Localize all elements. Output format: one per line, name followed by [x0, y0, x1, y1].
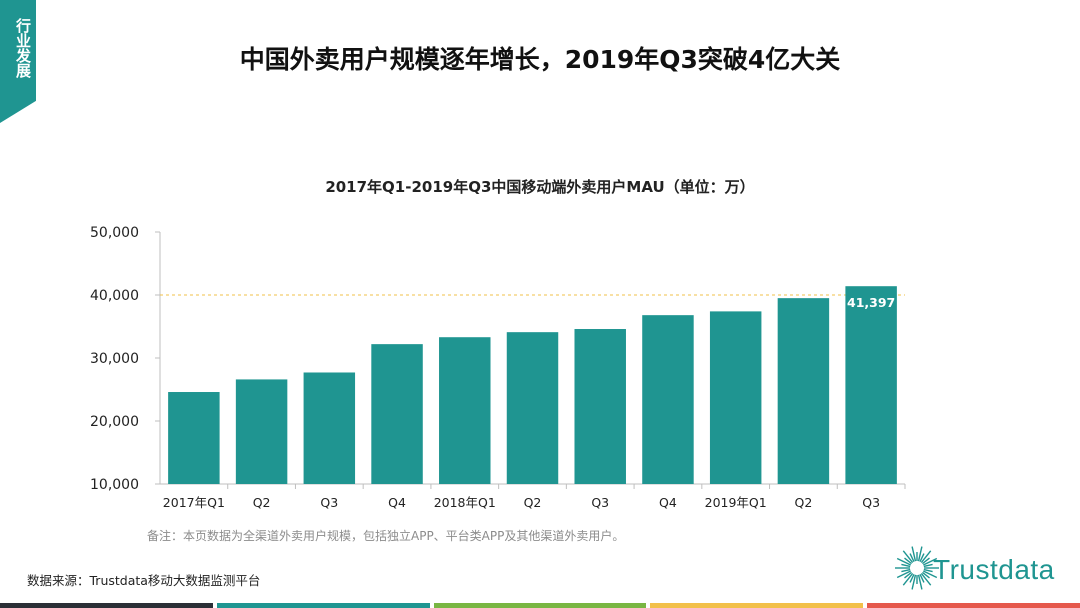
x-tick-label: 2019年Q1 — [705, 495, 767, 510]
chart-note: 备注：本页数据为全渠道外卖用户规模，包括独立APP、平台类APP及其他渠道外卖用… — [147, 529, 625, 543]
trustdata-logo: Trustdata — [893, 538, 1073, 594]
sunburst-ray — [904, 571, 912, 579]
sunburst-ray — [923, 557, 938, 566]
sunburst-ray — [923, 568, 933, 573]
bar — [439, 337, 491, 484]
bar — [709, 311, 762, 484]
sunburst-ray — [896, 557, 911, 566]
page-title: 中国外卖用户规模逐年增长，2019年Q3突破4亿大关 — [239, 45, 841, 74]
sunburst-ray — [917, 574, 923, 590]
sunburst-ray — [904, 557, 912, 565]
sunburst-ray — [901, 563, 911, 568]
bar — [574, 329, 626, 484]
bar — [642, 315, 694, 484]
y-tick-label: 40,000 — [90, 288, 139, 304]
bar — [777, 298, 830, 484]
y-tick-label: 50,000 — [90, 225, 139, 241]
bar — [506, 332, 559, 484]
x-tick-label: Q4 — [388, 495, 406, 510]
sunburst-ray — [922, 557, 930, 565]
x-tick-label: 2017年Q1 — [163, 495, 225, 510]
x-tick-label: Q4 — [659, 495, 677, 510]
sunburst-ray — [911, 546, 917, 562]
sunburst-ray — [920, 550, 932, 563]
bar — [235, 379, 288, 484]
bar — [371, 344, 423, 484]
sunburst-ray — [902, 573, 914, 586]
sunburst-ray — [911, 574, 917, 590]
footer-color-segment — [867, 603, 1080, 608]
x-tick-label: Q2 — [253, 495, 271, 510]
sunburst-ray — [922, 571, 930, 579]
sunburst-ray — [902, 550, 914, 563]
x-tick-label: Q2 — [795, 495, 813, 510]
sunburst-ray — [923, 570, 938, 579]
sunburst-ray — [896, 570, 911, 579]
x-tick-label: Q3 — [591, 495, 609, 510]
y-tick-label: 10,000 — [90, 477, 139, 493]
chart-title: 2017年Q1-2019年Q3中国移动端外卖用户MAU（单位：万） — [325, 178, 755, 196]
section-tab: 行业发展 — [0, 0, 36, 123]
bar — [303, 372, 356, 484]
x-tick-label: Q3 — [320, 495, 338, 510]
x-tick-label: 2018年Q1 — [434, 495, 496, 510]
y-tick-label: 30,000 — [90, 351, 139, 367]
footer-color-bar — [0, 603, 1080, 608]
bar — [168, 392, 220, 484]
sunburst-ray — [917, 546, 923, 562]
sunburst-ray — [909, 553, 915, 562]
data-source: 数据来源：Trustdata移动大数据监测平台 — [27, 573, 261, 588]
sunburst-ray — [919, 553, 925, 562]
footer-color-segment — [650, 603, 864, 608]
sunburst-ray — [923, 563, 933, 568]
x-tick-label: Q3 — [862, 495, 880, 510]
bar — [845, 286, 897, 484]
sunburst-ray — [909, 574, 915, 583]
x-tick-label: Q2 — [524, 495, 542, 510]
sunburst-ray — [919, 574, 925, 583]
sunburst-icon — [895, 546, 939, 590]
y-tick-label: 20,000 — [90, 414, 139, 430]
footer-color-segment — [0, 603, 213, 608]
sunburst-ray — [920, 573, 932, 586]
data-label: 41,397 — [847, 295, 895, 310]
logo-text: Trustdata — [933, 554, 1055, 585]
section-tab-label: 行业发展 — [14, 18, 32, 78]
footer-color-segment — [433, 603, 647, 608]
sunburst-ray — [901, 568, 911, 573]
footer-color-segment — [216, 603, 430, 608]
